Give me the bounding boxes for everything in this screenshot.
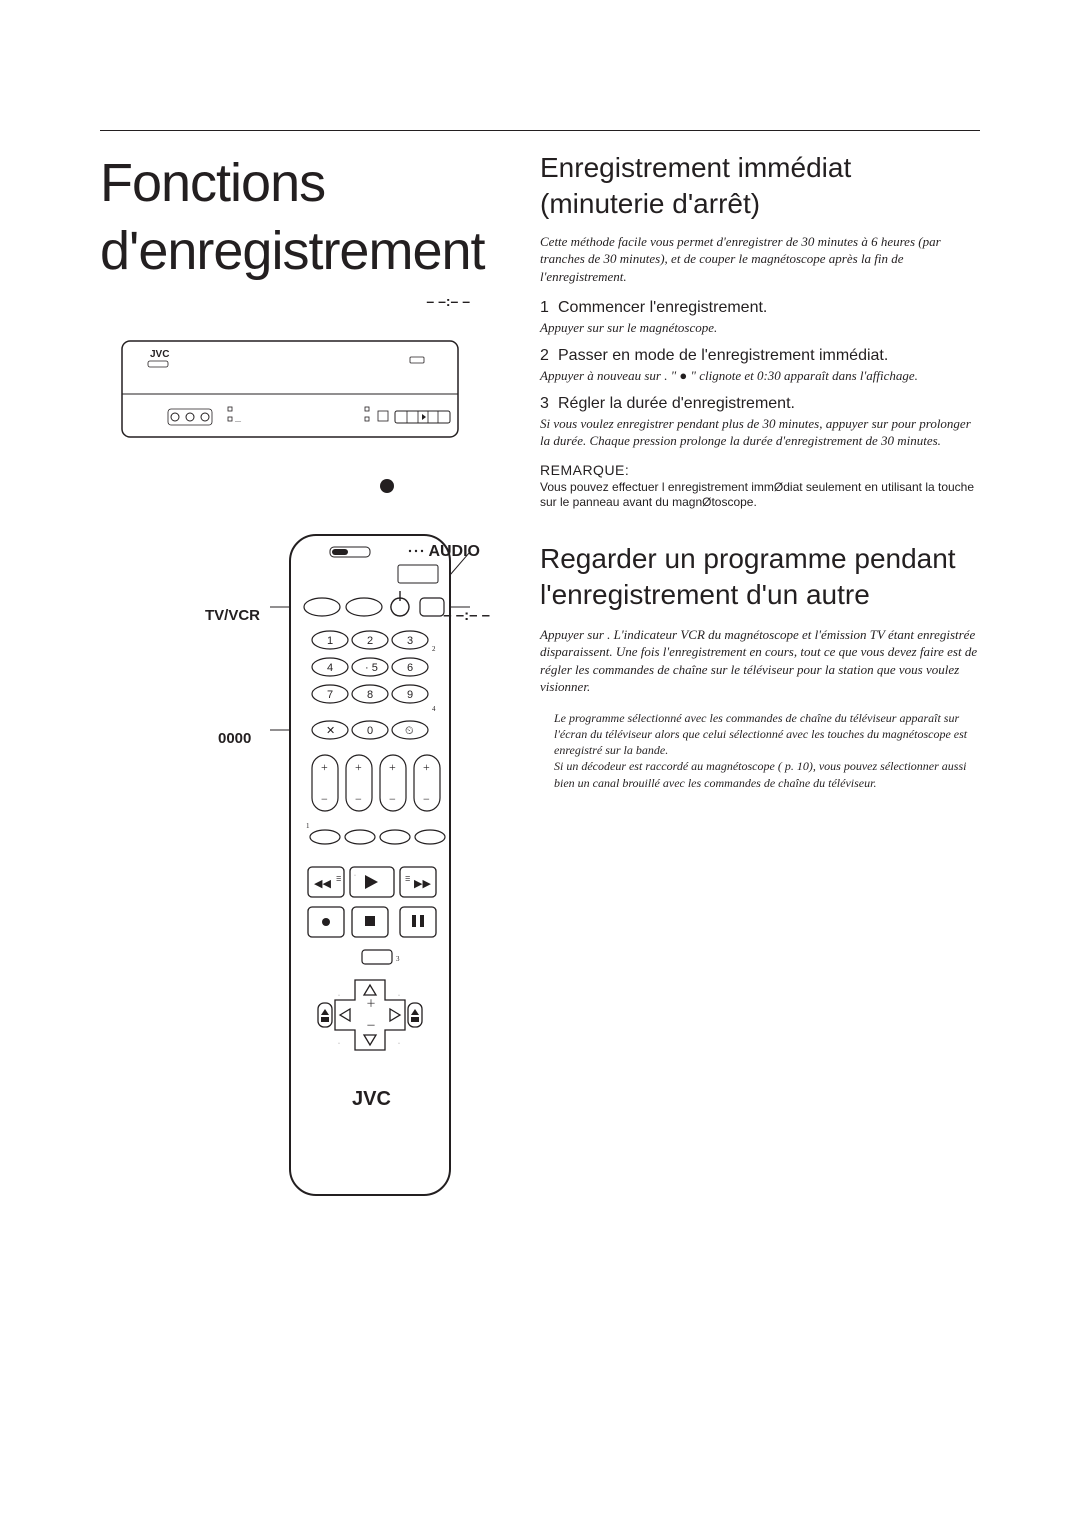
svg-text:1: 1 (327, 635, 333, 647)
svg-text:4: 4 (327, 662, 333, 674)
divider-top (100, 130, 980, 131)
svg-text:◀◀: ◀◀ (314, 878, 331, 890)
svg-text:+: + (321, 760, 328, 774)
step-3-title: Régler la durée d'enregistrement. (558, 395, 795, 412)
step-3-body: Si vous voulez enregistrer pendant plus … (540, 415, 980, 450)
svg-text:1: 1 (306, 822, 310, 830)
svg-text:7: 7 (327, 689, 333, 701)
svg-text:2: 2 (432, 645, 436, 653)
section-2-bullet-2: Si un décodeur est raccordé au magnétosc… (540, 758, 980, 790)
time-display-callout-1: – –:– – (100, 293, 500, 309)
svg-text:2: 2 (367, 635, 373, 647)
svg-text:＋: ＋ (366, 999, 376, 1010)
svg-text:·: · (398, 1041, 400, 1047)
step-1-title: Commencer l'enregistrement. (558, 299, 767, 316)
svg-text:· 5: · 5 (365, 662, 378, 674)
svg-text:0: 0 (367, 725, 373, 737)
svg-text:·: · (338, 993, 340, 999)
svg-text:·: · (354, 873, 356, 879)
svg-text:−: − (355, 792, 362, 806)
page-title: Fonctions d'enregistrement (100, 150, 500, 285)
svg-text:—: — (234, 419, 242, 425)
left-column: Fonctions d'enregistrement – –:– – JVC — (100, 150, 500, 1205)
svg-text:3: 3 (396, 955, 400, 963)
section-2-bullet-1: Le programme sélectionné avec les comman… (540, 710, 980, 759)
step-1-heading: 1Commencer l'enregistrement. (540, 299, 980, 317)
svg-text:3: 3 (407, 635, 413, 647)
remark-body: Vous pouvez effectuer l enregistrement i… (540, 480, 980, 511)
step-3-heading: 3Régler la durée d'enregistrement. (540, 395, 980, 413)
step-3-number: 3 (540, 395, 558, 413)
svg-text:+: + (355, 760, 362, 774)
page-layout: Fonctions d'enregistrement – –:– – JVC — (100, 150, 980, 1205)
svg-text:JVC: JVC (352, 1088, 391, 1110)
svg-text:4: 4 (432, 705, 436, 713)
svg-text:✕: ✕ (326, 725, 335, 737)
section-2-title: Regarder un programme pendant l'enregist… (540, 541, 980, 614)
svg-text:−: − (321, 792, 328, 806)
svg-text:6: 6 (407, 662, 413, 674)
svg-text:☰: ☰ (336, 876, 341, 883)
section-1-intro: Cette méthode facile vous permet d'enreg… (540, 233, 980, 286)
remote-svg: 1 2 3 4 · 5 6 7 8 9 ✕ 0 ⏲ 2 4 (270, 525, 470, 1205)
step-1-body: Appuyer sur sur le magnétoscope. (540, 319, 980, 337)
svg-text:☰: ☰ (405, 876, 410, 883)
step-2-body: Appuyer à nouveau sur . " ● " clignote e… (540, 367, 980, 385)
step-2-number: 2 (540, 347, 558, 365)
section-1-title: Enregistrement immédiat (minuterie d'arr… (540, 150, 980, 223)
svg-text:−: − (423, 792, 430, 806)
tvvcr-label: TV/VCR (205, 607, 260, 624)
svg-text:▶▶: ▶▶ (414, 878, 431, 890)
svg-text:·: · (398, 993, 400, 999)
svg-text:−: − (389, 792, 396, 806)
remark-heading: REMARQUE: (540, 462, 980, 478)
svg-text:JVC: JVC (150, 349, 169, 360)
svg-text:⏲: ⏲ (405, 725, 414, 737)
section-2-intro: Appuyer sur . L'indicateur VCR du magnét… (540, 626, 980, 696)
vcr-illustration: JVC — (120, 339, 460, 439)
zero-counter-label: 0000 (218, 730, 251, 747)
right-column: Enregistrement immédiat (minuterie d'arr… (540, 150, 980, 1205)
svg-text:9: 9 (407, 689, 413, 701)
step-2-title: Passer en mode de l'enregistrement imméd… (558, 347, 888, 364)
svg-text:+: + (389, 760, 396, 774)
step-1-number: 1 (540, 299, 558, 317)
svg-text:－: － (366, 1021, 376, 1032)
svg-text:·: · (338, 1041, 340, 1047)
remote-illustration-wrap: TV/VCR – –:– – 0000 (100, 565, 500, 1205)
vcr-outline-svg: JVC — (120, 339, 460, 439)
step-2-heading: 2Passer en mode de l'enregistrement immé… (540, 347, 980, 365)
svg-text:+: + (423, 760, 430, 774)
record-dot-icon (380, 479, 394, 493)
svg-text:8: 8 (367, 689, 373, 701)
